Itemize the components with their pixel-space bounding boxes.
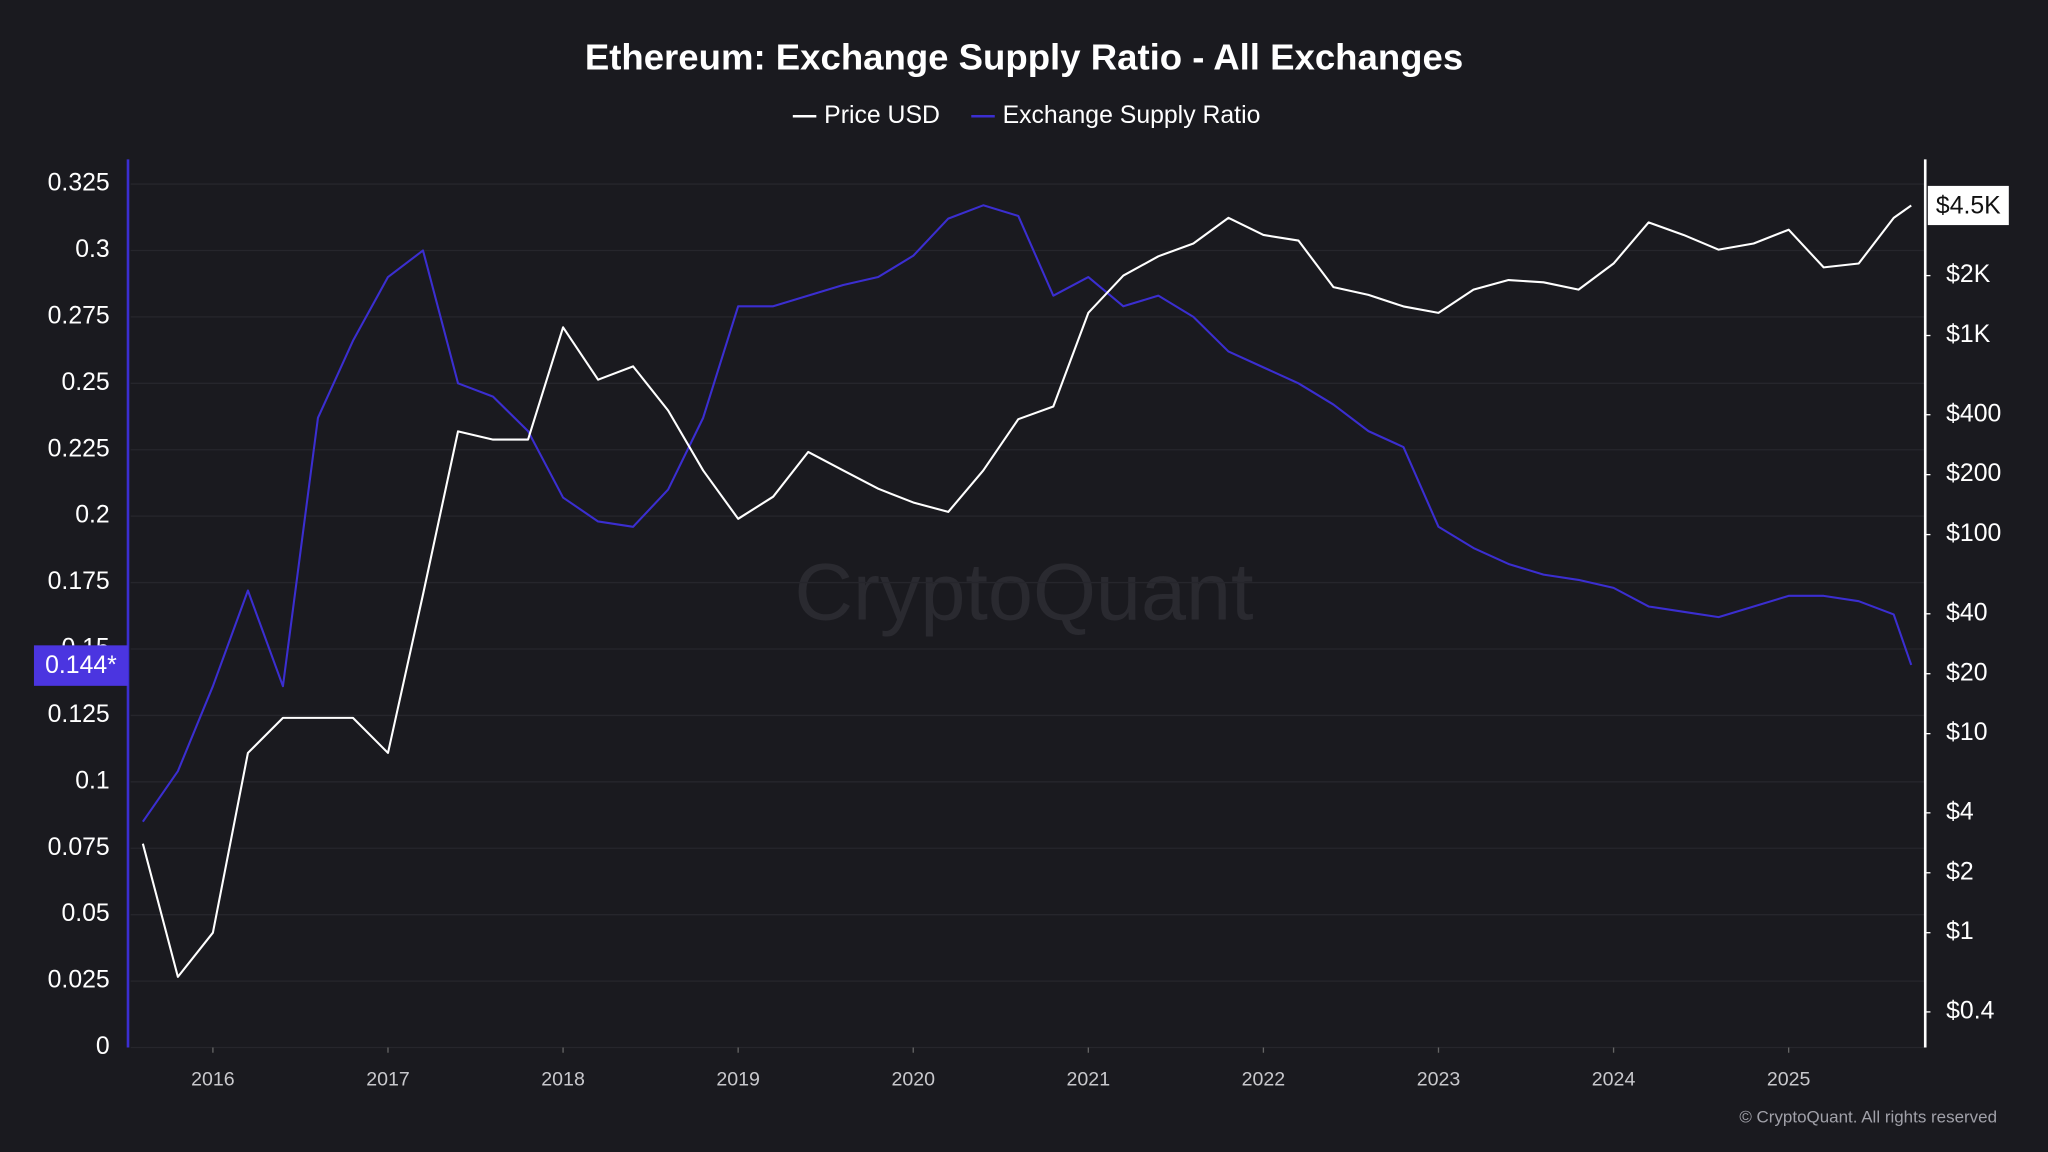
legend-label: Exchange Supply Ratio [1003, 102, 1261, 129]
y-tick-label: 0 [96, 1033, 110, 1060]
last-value-label: $4.5K [1936, 192, 2001, 219]
y2-tick-label: $20 [1946, 659, 1987, 686]
x-tick-label: 2023 [1417, 1068, 1461, 1090]
y-tick-label: 0.05 [61, 900, 109, 927]
x-tick-label: 2021 [1067, 1068, 1111, 1090]
chart-title: Ethereum: Exchange Supply Ratio - All Ex… [585, 37, 1463, 78]
last-value-badge [33, 645, 128, 686]
x-tick-label: 2017 [366, 1068, 410, 1090]
y-tick-label: 0.025 [48, 967, 110, 994]
y2-tick-label: $4 [1946, 798, 1974, 825]
y-tick-label: 0.225 [48, 435, 110, 462]
y-tick-label: 0.175 [48, 568, 110, 595]
y2-tick-label: $2 [1946, 858, 1974, 885]
y-tick-label: 0.1 [75, 767, 109, 794]
y2-tick-label: $40 [1946, 599, 1987, 626]
last-value-label: 0.144* [45, 652, 117, 679]
watermark: CryptoQuant [794, 548, 1253, 638]
y-tick-label: 0.25 [61, 369, 109, 396]
y-tick-label: 0.3 [75, 236, 109, 263]
y-tick-label: 0.325 [48, 170, 110, 197]
last-value-badge [1927, 185, 2009, 226]
y2-tick-label: $1 [1946, 918, 1974, 945]
legend: Price USD Exchange Supply Ratio [792, 102, 1261, 129]
y2-tick-label: $2K [1946, 261, 1991, 288]
y2-tick-label: $400 [1946, 400, 2001, 427]
x-tick-label: 2024 [1592, 1068, 1636, 1090]
x-tick-label: 2016 [191, 1068, 235, 1090]
y-tick-label: 0.275 [48, 302, 110, 329]
y-tick-label: 0.075 [48, 834, 110, 861]
x-tick-label: 2018 [541, 1068, 585, 1090]
y-tick-label: 0.2 [75, 502, 109, 529]
y2-tick-label: $1K [1946, 321, 1991, 348]
x-tick-label: 2019 [716, 1068, 760, 1090]
y2-tick-label: $100 [1946, 520, 2001, 547]
series-line [142, 204, 1913, 823]
legend-label: Price USD [824, 102, 940, 129]
footer: © CryptoQuant. All rights reserved [1739, 1108, 1997, 1127]
y2-tick-label: $10 [1946, 719, 1987, 746]
y2-tick-label: $0.4 [1946, 997, 1994, 1024]
x-tick-label: 2020 [891, 1068, 935, 1090]
x-tick-label: 2022 [1242, 1068, 1286, 1090]
x-tick-label: 2025 [1767, 1068, 1811, 1090]
y-tick-label: 0.125 [48, 701, 110, 728]
y2-tick-label: $200 [1946, 460, 2001, 487]
series-line [141, 204, 1912, 978]
